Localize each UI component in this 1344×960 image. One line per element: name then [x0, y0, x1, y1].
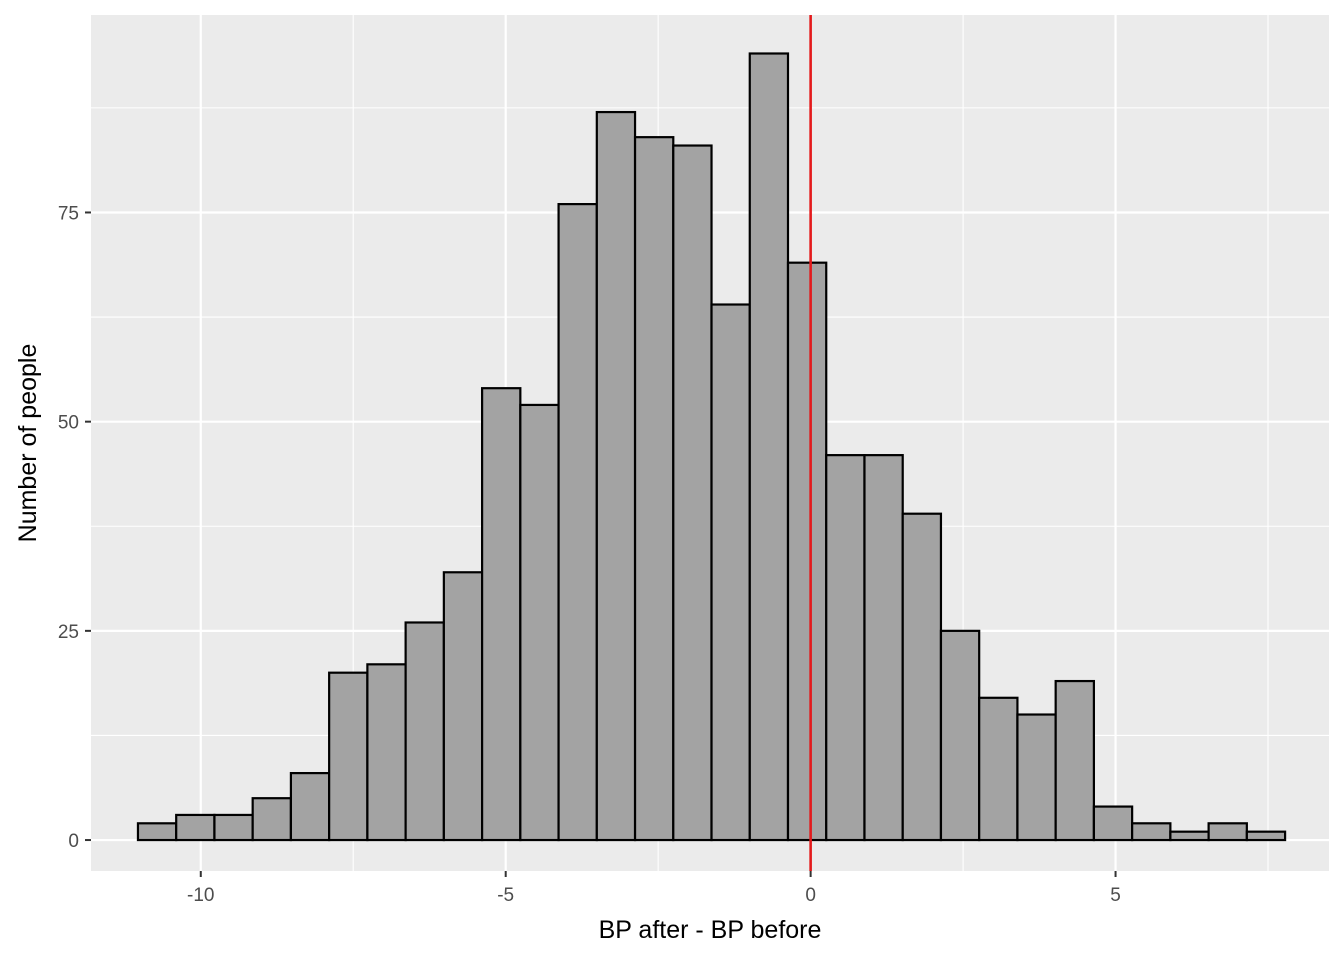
histogram-bar [633, 136, 675, 842]
y-axis-ticks: 0 25 50 75 [58, 203, 91, 852]
histogram-bar [442, 571, 484, 842]
histogram-bar [175, 813, 216, 842]
histogram-bar [251, 797, 293, 842]
histogram-bar [786, 261, 828, 842]
x-tick-label: 0 [805, 885, 816, 906]
x-tick-label: 5 [1110, 885, 1121, 906]
histogram-bar [366, 663, 407, 842]
histogram-bar [863, 454, 904, 842]
histogram-bar [480, 387, 522, 842]
histogram-bar [1169, 830, 1210, 842]
histogram-bar [404, 621, 445, 842]
histogram-bar [595, 110, 637, 842]
y-tick-label: 0 [68, 831, 79, 852]
histogram-bar [519, 403, 560, 842]
y-tick-label: 50 [58, 413, 79, 434]
histogram-bar [1092, 805, 1134, 842]
histogram-bar [939, 629, 981, 842]
histogram-bar [1207, 822, 1248, 842]
y-axis-title: Number of people [14, 344, 42, 543]
histogram-bar [710, 303, 751, 842]
histogram-bar [1131, 822, 1172, 842]
y-tick-label: 25 [58, 622, 79, 643]
histogram-bar [1016, 713, 1057, 842]
histogram-bars [136, 52, 1287, 842]
x-tick-label: -10 [187, 885, 214, 906]
histogram-bar [672, 144, 713, 842]
histogram-bar [328, 671, 369, 842]
histogram-bar [289, 771, 331, 842]
histogram-bar [978, 696, 1019, 842]
histogram-bar [825, 454, 866, 842]
y-tick-label: 75 [58, 203, 79, 224]
x-axis-ticks: -10 -5 0 5 [187, 871, 1121, 906]
histogram-bar [213, 813, 254, 842]
histogram-bar [557, 203, 598, 842]
histogram-bar [1245, 830, 1287, 842]
histogram-bar [748, 52, 790, 842]
x-tick-label: -5 [497, 885, 514, 906]
x-axis-title: BP after - BP before [599, 916, 822, 944]
histogram-bar [136, 822, 178, 842]
histogram-bar [1054, 679, 1096, 842]
histogram-bar [901, 512, 943, 842]
